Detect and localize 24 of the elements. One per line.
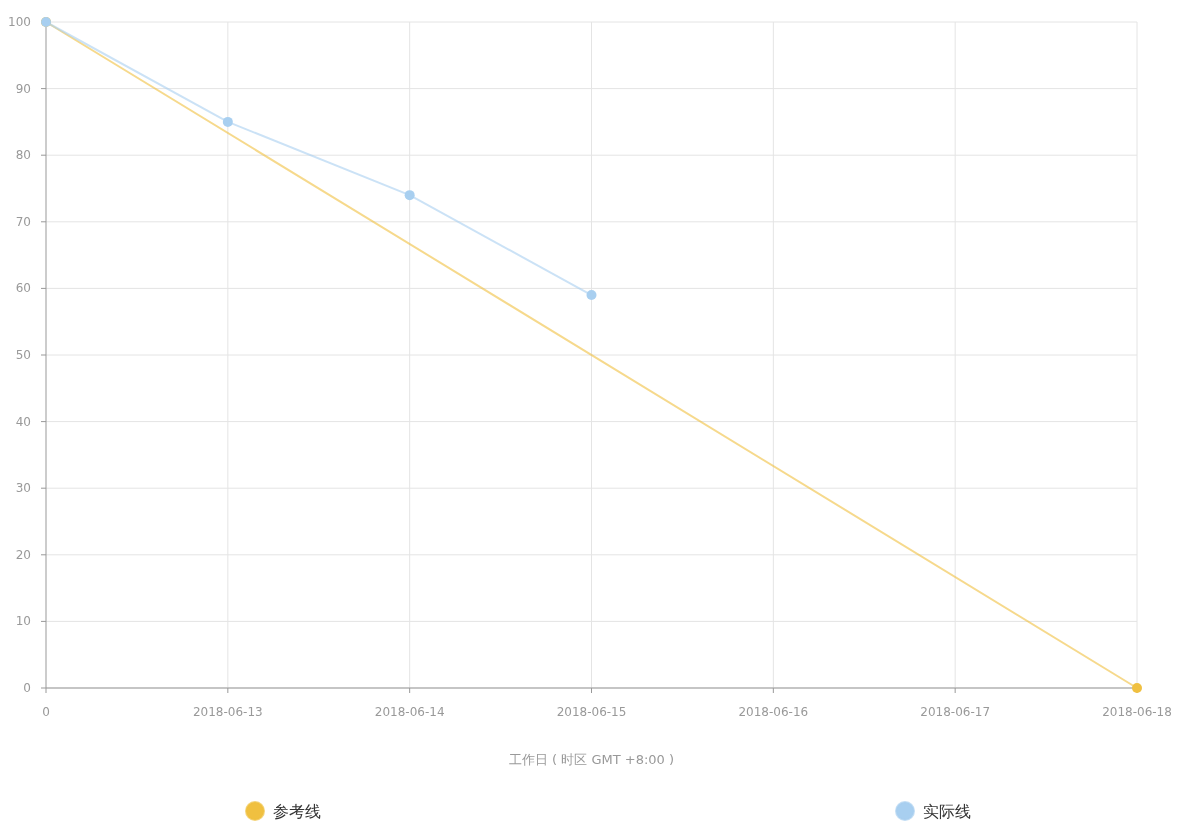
y-tick-label: 40 xyxy=(15,414,31,429)
x-tick-label: 2018-06-18 xyxy=(1102,705,1172,719)
y-tick-label: 70 xyxy=(15,214,31,229)
legend-label: 参考线 xyxy=(273,802,321,821)
x-tick-label: 2018-06-14 xyxy=(374,705,445,719)
x-tick-label: 2018-06-17 xyxy=(920,705,991,719)
y-tick-label: 50 xyxy=(15,348,31,362)
x-tick-label: 2018-06-16 xyxy=(738,705,809,719)
legend-label: 实际线 xyxy=(923,802,971,821)
x-tick-label: 0 xyxy=(42,705,50,719)
y-tick-label: 20 xyxy=(15,547,31,562)
x-tick-label: 2018-06-15 xyxy=(556,705,627,719)
x-tick-label: 2018-06-13 xyxy=(192,705,263,719)
y-tick-label: 80 xyxy=(15,148,31,163)
y-tick-label: 30 xyxy=(15,481,31,496)
x-axis-title: 工作日 ( 时区 GMT +8:00 ) xyxy=(508,752,675,767)
point xyxy=(586,290,597,301)
y-tick-label: 100 xyxy=(8,15,31,29)
y-tick-label: 0 xyxy=(23,681,31,695)
point xyxy=(222,116,233,127)
point xyxy=(404,190,415,201)
y-tick-label: 90 xyxy=(15,81,31,96)
y-tick-label: 10 xyxy=(15,614,31,629)
y-tick-label: 60 xyxy=(15,281,31,296)
